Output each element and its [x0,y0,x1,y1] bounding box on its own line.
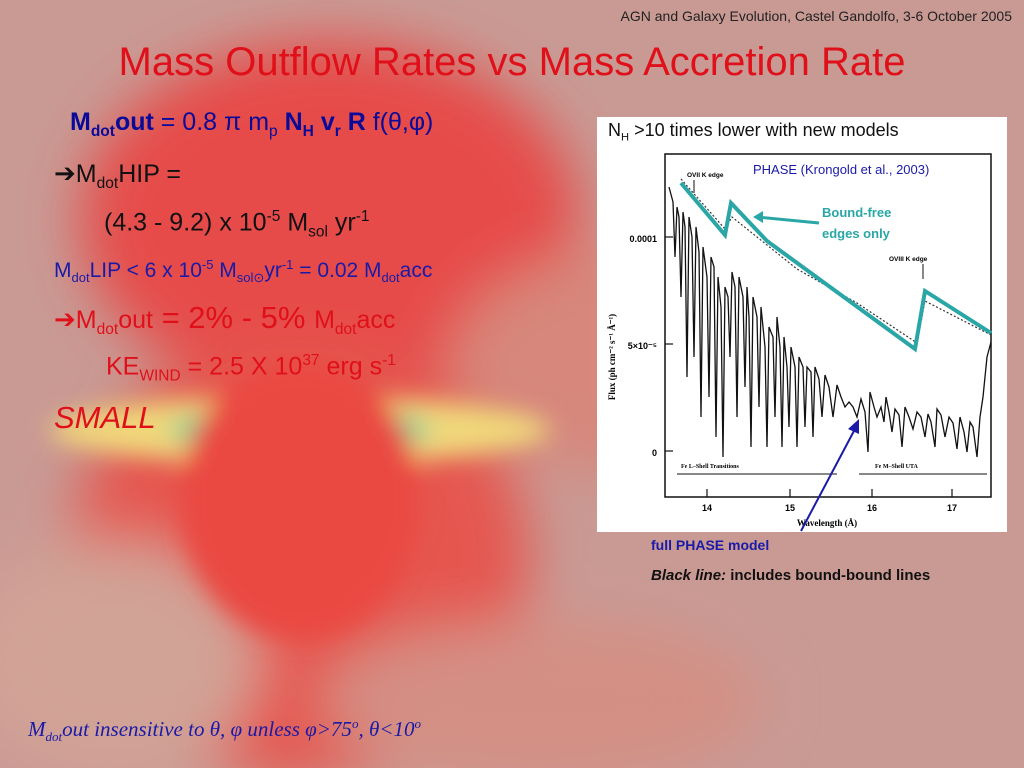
conference-header: AGN and Galaxy Evolution, Castel Gandolf… [620,8,1012,24]
bound-free-teal-line [679,181,993,353]
arrow-icon: ➔ [54,304,76,334]
y-tick-label: 0 [652,448,657,458]
arrow-icon: ➔ [54,158,76,188]
x-tick-label: 15 [785,503,795,513]
ovii-edge-label: OVII K edge [687,172,724,179]
y-tick-label: 5×10⁻⁵ [628,341,657,351]
plot-frame [664,153,992,498]
y-axis-label: Flux (ph cm⁻² s⁻¹ Å⁻¹) [607,314,617,400]
figure-caption-black-line: Black line: includes bound-bound lines [651,567,931,584]
phase-model-arrow [800,428,856,532]
page-title: Mass Outflow Rates vs Mass Accretion Rat… [118,40,906,84]
hip-value: (4.3 - 9.2) x 10-5 Msol yr-1 [104,208,370,241]
arrowhead-icon [753,211,763,223]
nh-note: NH >10 times lower with new models [608,120,899,144]
bullet-out: ➔Mdotout = 2% - 5% Mdotacc [54,300,396,338]
fe-m-label: Fe M–Shell UTA [875,464,919,470]
bound-free-label: Bound-free [822,205,891,220]
fe-l-label: Fe L–Shell Transitions [681,464,739,470]
outflow-formula: Mdotout = 0.8 π mp NH vr R f(θ,φ) [70,108,434,140]
ke-wind: KEWIND = 2.5 X 1037 erg s-1 [106,352,396,385]
x-axis-label: Wavelength (Å) [797,518,857,528]
x-tick-label: 14 [702,503,712,513]
bullet-hip: ➔MdotHIP = [54,158,181,192]
spectrum-plot: 0.0001 5×10⁻⁵ 0 14 15 16 17 Wavelength (… [597,144,1007,532]
figure-caption-model: full PHASE model [651,537,770,553]
small-label: SMALL [54,400,156,435]
phase-label: PHASE (Krongold et al., 2003) [753,162,929,177]
bound-free-label: edges only [822,226,891,241]
lip-line: MdotLIP < 6 x 10-5 Msol⊙yr-1 = 0.02 Mdot… [54,257,433,286]
y-tick-label: 0.0001 [629,234,657,244]
arrowhead-icon [848,419,859,434]
x-tick-label: 17 [947,503,957,513]
bound-free-arrow [756,215,820,225]
footer-note: Mdotout insensitive to θ, φ unless φ>75o… [28,716,421,745]
spectrum-black-line [668,186,992,458]
x-tick-label: 16 [867,503,877,513]
oviii-edge-label: OVIII K edge [889,256,928,263]
